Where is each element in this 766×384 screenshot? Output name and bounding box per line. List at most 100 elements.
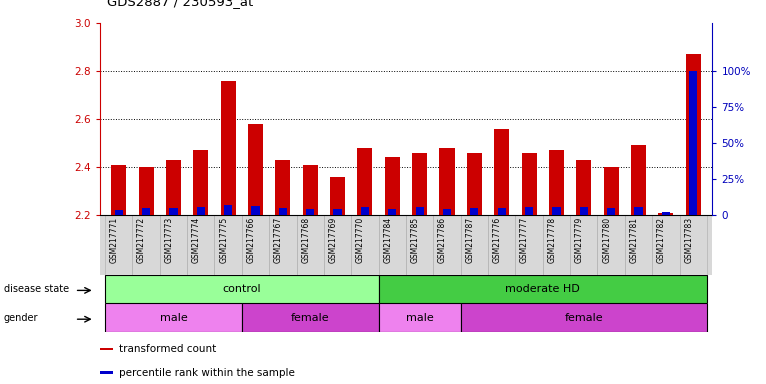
Bar <box>378 215 406 275</box>
Bar <box>100 371 113 374</box>
Bar <box>224 205 232 215</box>
Text: transformed count: transformed count <box>119 344 217 354</box>
Text: GSM217781: GSM217781 <box>630 217 639 263</box>
Text: GSM217769: GSM217769 <box>329 217 338 263</box>
Bar <box>303 165 318 215</box>
Bar <box>652 215 679 275</box>
Bar <box>251 206 260 215</box>
Bar <box>306 209 314 215</box>
Bar <box>494 129 509 215</box>
Bar <box>275 160 290 215</box>
Bar <box>105 303 242 332</box>
Bar <box>142 208 150 215</box>
Bar <box>412 153 427 215</box>
Bar <box>330 177 345 215</box>
Bar <box>686 54 701 215</box>
Bar <box>549 150 564 215</box>
Bar <box>679 215 707 275</box>
Bar <box>597 215 625 275</box>
Bar <box>552 207 561 215</box>
Bar <box>160 215 187 275</box>
Bar <box>248 124 263 215</box>
Text: GSM217782: GSM217782 <box>657 217 666 263</box>
Bar <box>689 71 697 215</box>
Text: moderate HD: moderate HD <box>506 284 580 294</box>
Bar <box>631 146 646 215</box>
Text: GSM217771: GSM217771 <box>110 217 119 263</box>
Bar <box>100 348 113 350</box>
Text: GSM217777: GSM217777 <box>520 217 529 263</box>
Text: control: control <box>223 284 261 294</box>
Bar <box>460 303 707 332</box>
Bar <box>406 215 434 275</box>
Text: GSM217766: GSM217766 <box>247 217 256 263</box>
Text: gender: gender <box>4 313 38 323</box>
Text: GSM217784: GSM217784 <box>383 217 392 263</box>
Text: GSM217767: GSM217767 <box>274 217 283 263</box>
Bar <box>352 215 378 275</box>
Bar <box>658 213 673 215</box>
Bar <box>580 207 588 215</box>
Bar <box>139 167 154 215</box>
Text: GSM217775: GSM217775 <box>219 217 228 263</box>
Bar <box>221 81 236 215</box>
Text: GSM217787: GSM217787 <box>466 217 474 263</box>
Text: GDS2887 / 230593_at: GDS2887 / 230593_at <box>107 0 254 8</box>
Bar <box>466 153 482 215</box>
Bar <box>296 215 324 275</box>
Bar <box>105 275 378 303</box>
Bar <box>193 150 208 215</box>
Bar <box>378 275 707 303</box>
Bar <box>166 160 181 215</box>
Bar <box>488 215 516 275</box>
Text: male: male <box>159 313 188 323</box>
Text: GSM217768: GSM217768 <box>301 217 310 263</box>
Bar <box>361 207 369 215</box>
Bar <box>358 148 372 215</box>
Bar <box>522 153 537 215</box>
Text: GSM217783: GSM217783 <box>684 217 693 263</box>
Bar <box>543 215 570 275</box>
Text: disease state: disease state <box>4 284 69 294</box>
Text: female: female <box>291 313 329 323</box>
Bar <box>440 148 454 215</box>
Bar <box>324 215 352 275</box>
Bar <box>662 212 670 215</box>
Bar <box>133 215 160 275</box>
Bar <box>378 303 460 332</box>
Bar <box>443 209 451 215</box>
Text: GSM217780: GSM217780 <box>602 217 611 263</box>
Bar <box>279 208 287 215</box>
Bar <box>187 215 214 275</box>
Text: percentile rank within the sample: percentile rank within the sample <box>119 368 295 378</box>
Bar <box>197 207 205 215</box>
Text: GSM217770: GSM217770 <box>356 217 365 263</box>
Bar <box>111 165 126 215</box>
Bar <box>525 207 533 215</box>
Bar <box>434 215 460 275</box>
Bar <box>333 209 342 215</box>
Text: GSM217785: GSM217785 <box>411 217 420 263</box>
Text: GSM217779: GSM217779 <box>574 217 584 263</box>
Bar <box>415 207 424 215</box>
Text: GSM217776: GSM217776 <box>493 217 502 263</box>
Bar <box>498 208 506 215</box>
Bar <box>214 215 242 275</box>
Bar <box>576 160 591 215</box>
Text: GSM217786: GSM217786 <box>438 217 447 263</box>
Bar <box>570 215 597 275</box>
Bar <box>625 215 652 275</box>
Text: male: male <box>406 313 434 323</box>
Bar <box>460 215 488 275</box>
Bar <box>634 207 643 215</box>
Bar <box>388 209 396 215</box>
Bar <box>169 208 178 215</box>
Text: female: female <box>565 313 603 323</box>
Bar <box>242 303 378 332</box>
Bar <box>105 215 133 275</box>
Text: GSM217778: GSM217778 <box>548 217 556 263</box>
Bar <box>269 215 296 275</box>
Bar <box>385 157 400 215</box>
Bar <box>115 210 123 215</box>
Text: GSM217774: GSM217774 <box>192 217 201 263</box>
